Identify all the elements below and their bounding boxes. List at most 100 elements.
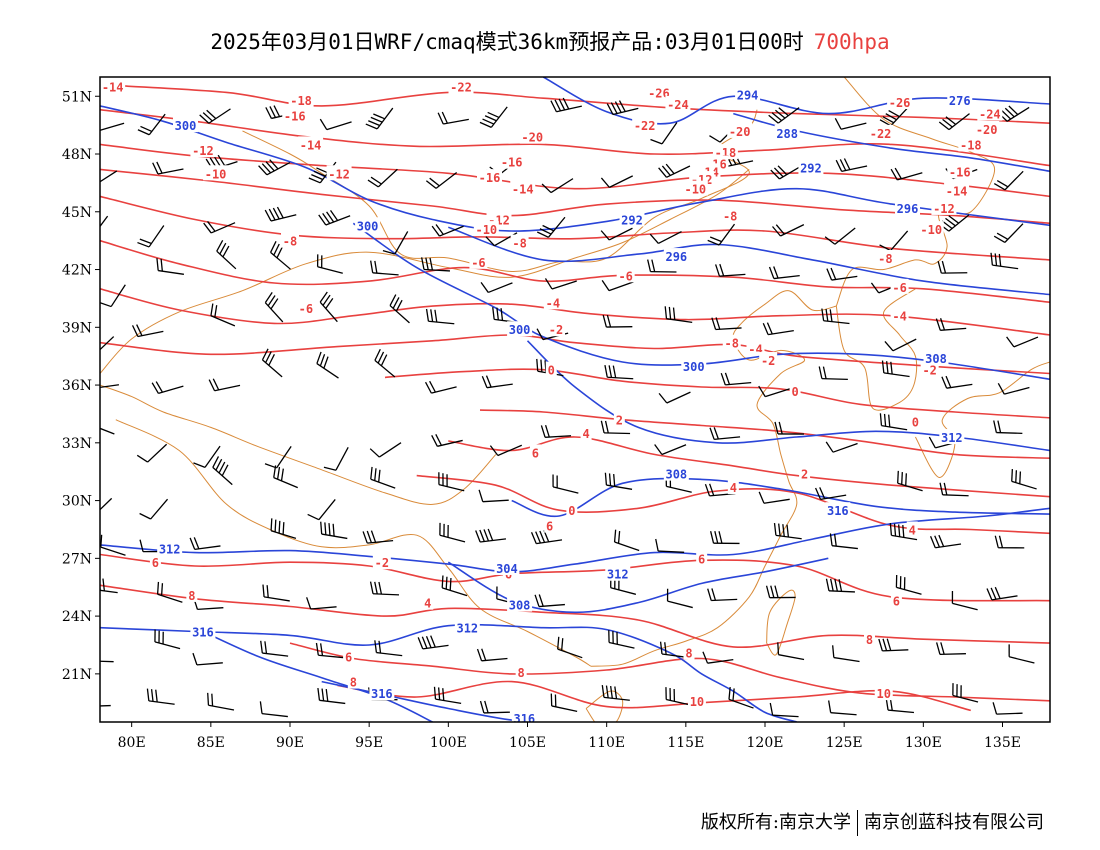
wind-barb	[370, 260, 399, 276]
isotherm-label: -8	[723, 210, 737, 224]
isotherm-label: 0	[912, 416, 919, 430]
isotherm-label: -10	[684, 183, 706, 197]
wind-barb	[715, 263, 746, 277]
wind-barb	[711, 317, 742, 331]
isotherm-label: -6	[299, 302, 313, 316]
height-contour-label: 300	[683, 360, 705, 374]
wind-barb	[431, 434, 463, 447]
isotherm-label: 6	[532, 446, 539, 460]
height-contour	[321, 680, 537, 722]
isotherm-label: -12	[192, 144, 214, 158]
height-contour	[352, 222, 1050, 381]
isotherm-label: 4	[730, 481, 737, 495]
isotherm-label: 4	[909, 523, 916, 537]
wind-barb	[550, 693, 578, 713]
lon-label: 130E	[905, 735, 942, 751]
wind-barbs	[100, 97, 1039, 718]
wind-barb	[774, 421, 804, 435]
wind-barb	[993, 420, 1023, 434]
wind-barb	[825, 578, 855, 593]
wind-barb	[480, 282, 513, 294]
height-contour	[100, 507, 1050, 573]
isotherm-label: -8	[512, 237, 526, 251]
wind-barb	[417, 635, 449, 650]
wind-barb	[370, 466, 396, 489]
height-contour-label: 312	[607, 568, 629, 582]
wind-barb	[137, 225, 165, 248]
lat-label: 21N	[62, 667, 92, 683]
isotherm	[100, 108, 1050, 167]
isotherm-label: -2	[549, 323, 563, 337]
wind-barb	[367, 168, 398, 188]
height-contour-label: 308	[509, 599, 531, 613]
wind-barb	[369, 581, 400, 596]
isotherm-label: -20	[976, 123, 998, 137]
latitude-axis: 51N 48N 45N 42N 39N 36N 33N 30N 27N 24N 21N	[62, 89, 100, 683]
wind-barb	[100, 122, 125, 131]
height-contour	[100, 105, 1050, 232]
wind-barb	[606, 100, 639, 116]
lon-label: 115E	[667, 735, 704, 751]
wind-barb	[100, 170, 118, 183]
wind-barb	[997, 105, 1030, 122]
isotherm-label: -4	[748, 342, 762, 356]
wind-barb	[937, 260, 968, 274]
wind-barb	[762, 322, 794, 336]
isotherm	[100, 239, 1050, 304]
height-contour-label: 300	[175, 119, 197, 133]
isotherm-label: -26	[648, 86, 670, 100]
wind-barb	[425, 308, 455, 325]
wind-barb	[264, 206, 297, 222]
lon-label: 105E	[509, 735, 546, 751]
wind-barb	[306, 597, 337, 610]
border-line	[115, 419, 592, 667]
wind-barb	[431, 224, 464, 237]
wind-barb	[600, 175, 634, 188]
wind-barb	[139, 498, 169, 520]
plot-frame	[99, 76, 1051, 723]
lon-label: 95E	[355, 735, 383, 751]
temperature-isotherms	[100, 83, 1050, 712]
height-contour-label: 312	[941, 431, 963, 445]
wind-barb	[258, 159, 291, 176]
border-line	[914, 361, 1050, 478]
wind-barb	[100, 427, 115, 435]
isotherm-label: -8	[283, 235, 297, 249]
isotherm-label: -22	[870, 127, 892, 141]
isotherm-label: 4	[424, 597, 431, 611]
wind-barb	[650, 122, 678, 145]
wind-barb	[154, 629, 181, 650]
wind-barb	[541, 178, 574, 194]
isotherm-label: 6	[152, 556, 159, 570]
country-borders	[100, 77, 1050, 722]
wind-barb	[374, 640, 403, 657]
lon-label: 100E	[430, 735, 467, 751]
wind-barb	[259, 701, 288, 718]
wind-barb	[156, 258, 185, 275]
isotherm	[479, 409, 1050, 459]
lat-label: 42N	[62, 263, 92, 279]
height-contour-label: 308	[925, 352, 947, 366]
wind-barb	[476, 648, 508, 662]
height-contour-label: 304	[496, 562, 518, 576]
wind-barb	[137, 113, 166, 136]
wind-barb	[647, 259, 677, 273]
lon-label: 110E	[588, 735, 625, 751]
wind-barb	[362, 530, 394, 544]
wind-barb	[834, 117, 867, 130]
title-main: 2025年03月01日WRF/cmaq模式36km预报产品:03月01日00时	[210, 30, 804, 54]
wind-barb	[260, 640, 289, 657]
wind-barb	[203, 221, 236, 234]
wind-barb	[100, 336, 115, 351]
wind-barb	[1006, 336, 1039, 348]
border-line	[766, 589, 796, 656]
wind-barb	[658, 391, 691, 404]
lon-label: 135E	[984, 735, 1021, 751]
height-contour-label: 300	[509, 323, 531, 337]
wind-barb	[269, 241, 291, 270]
wind-barb	[264, 291, 284, 323]
wind-barb	[1011, 468, 1037, 490]
wind-barb	[939, 482, 969, 497]
wind-barb	[152, 161, 184, 175]
